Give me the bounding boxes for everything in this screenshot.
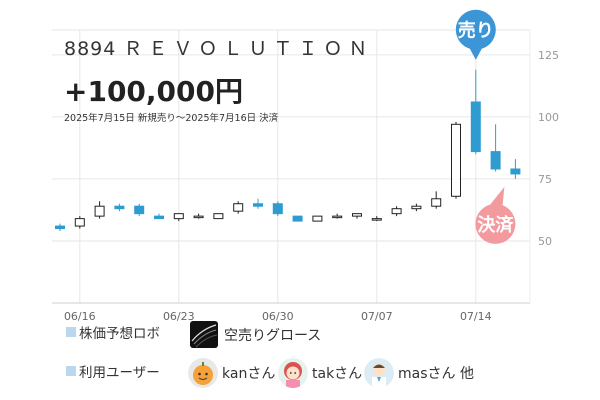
- legend-square-icon: [66, 327, 76, 337]
- settle-marker-label: 決済: [477, 214, 514, 236]
- y-tick-label: 50: [538, 235, 552, 248]
- robo-thumbnail-icon[interactable]: [190, 321, 218, 348]
- candle-body: [94, 205, 105, 217]
- robo-legend: 株価予想ロボ: [66, 322, 160, 342]
- candle-body: [114, 205, 125, 210]
- robo-label: 株価予想ロボ: [79, 326, 160, 342]
- profit-amount: +100,000円: [64, 75, 243, 108]
- user-mas[interactable]: masさん 他: [364, 358, 474, 388]
- sell-marker-pointer: [468, 46, 483, 60]
- stock-name: ＲＥＶＯＬＵＴＩＯＮ: [123, 38, 374, 60]
- user-name: takさん: [312, 366, 363, 382]
- candle-body: [510, 168, 521, 175]
- stock-title: 8894 ＲＥＶＯＬＵＴＩＯＮ: [64, 34, 373, 61]
- candle-body: [233, 203, 244, 212]
- candle-body: [352, 213, 362, 217]
- y-tick-label: 125: [538, 49, 559, 62]
- candle-body: [272, 203, 283, 215]
- candle-body: [451, 123, 461, 197]
- trade-period: 2025年7月15日 新規売り〜2025年7月16日 決済: [64, 113, 279, 124]
- settle-marker-pointer: [488, 186, 505, 207]
- robo-name[interactable]: 空売りグロース: [224, 328, 322, 344]
- y-tick-label: 100: [538, 111, 559, 124]
- sell-marker-label: 売り: [458, 20, 494, 42]
- candle-body: [470, 101, 481, 153]
- candle-body: [134, 205, 145, 215]
- candle-body: [431, 198, 442, 207]
- settle-marker-badge: [475, 203, 516, 244]
- orange-avatar-icon: [188, 358, 218, 388]
- candle-body: [253, 203, 263, 207]
- candle-body: [490, 151, 501, 170]
- x-tick-label: 07/14: [460, 310, 492, 323]
- candle-body: [411, 205, 422, 210]
- candle-body: [154, 215, 164, 220]
- candle-body: [312, 215, 323, 222]
- user-name: masさん 他: [398, 366, 474, 382]
- sell-marker-badge: [455, 9, 496, 50]
- legend-square-icon: [66, 366, 76, 376]
- candle-body: [74, 218, 85, 227]
- stock-code: 8894: [64, 38, 117, 60]
- x-tick-label: 07/07: [361, 310, 393, 323]
- candle-body: [332, 215, 343, 219]
- user-legend: 利用ユーザー: [66, 361, 160, 381]
- y-tick-label: 75: [538, 173, 552, 186]
- x-tick-label: 06/16: [64, 310, 96, 323]
- x-tick-label: 06/23: [163, 310, 195, 323]
- doctor-avatar-icon: [364, 358, 394, 388]
- user-label: 利用ユーザー: [79, 365, 160, 381]
- candle-body: [371, 218, 382, 221]
- user-name: kanさん: [222, 366, 276, 382]
- user-kan[interactable]: kanさん: [188, 358, 275, 388]
- candle-body: [173, 213, 184, 220]
- candle-body: [292, 215, 303, 222]
- girl-avatar-icon: [278, 358, 308, 388]
- user-tak[interactable]: takさん: [278, 358, 362, 388]
- candle-body: [55, 225, 65, 230]
- candle-body: [391, 208, 402, 215]
- candle-body: [213, 213, 224, 220]
- x-tick-label: 06/30: [262, 310, 294, 323]
- candle-body: [193, 215, 204, 219]
